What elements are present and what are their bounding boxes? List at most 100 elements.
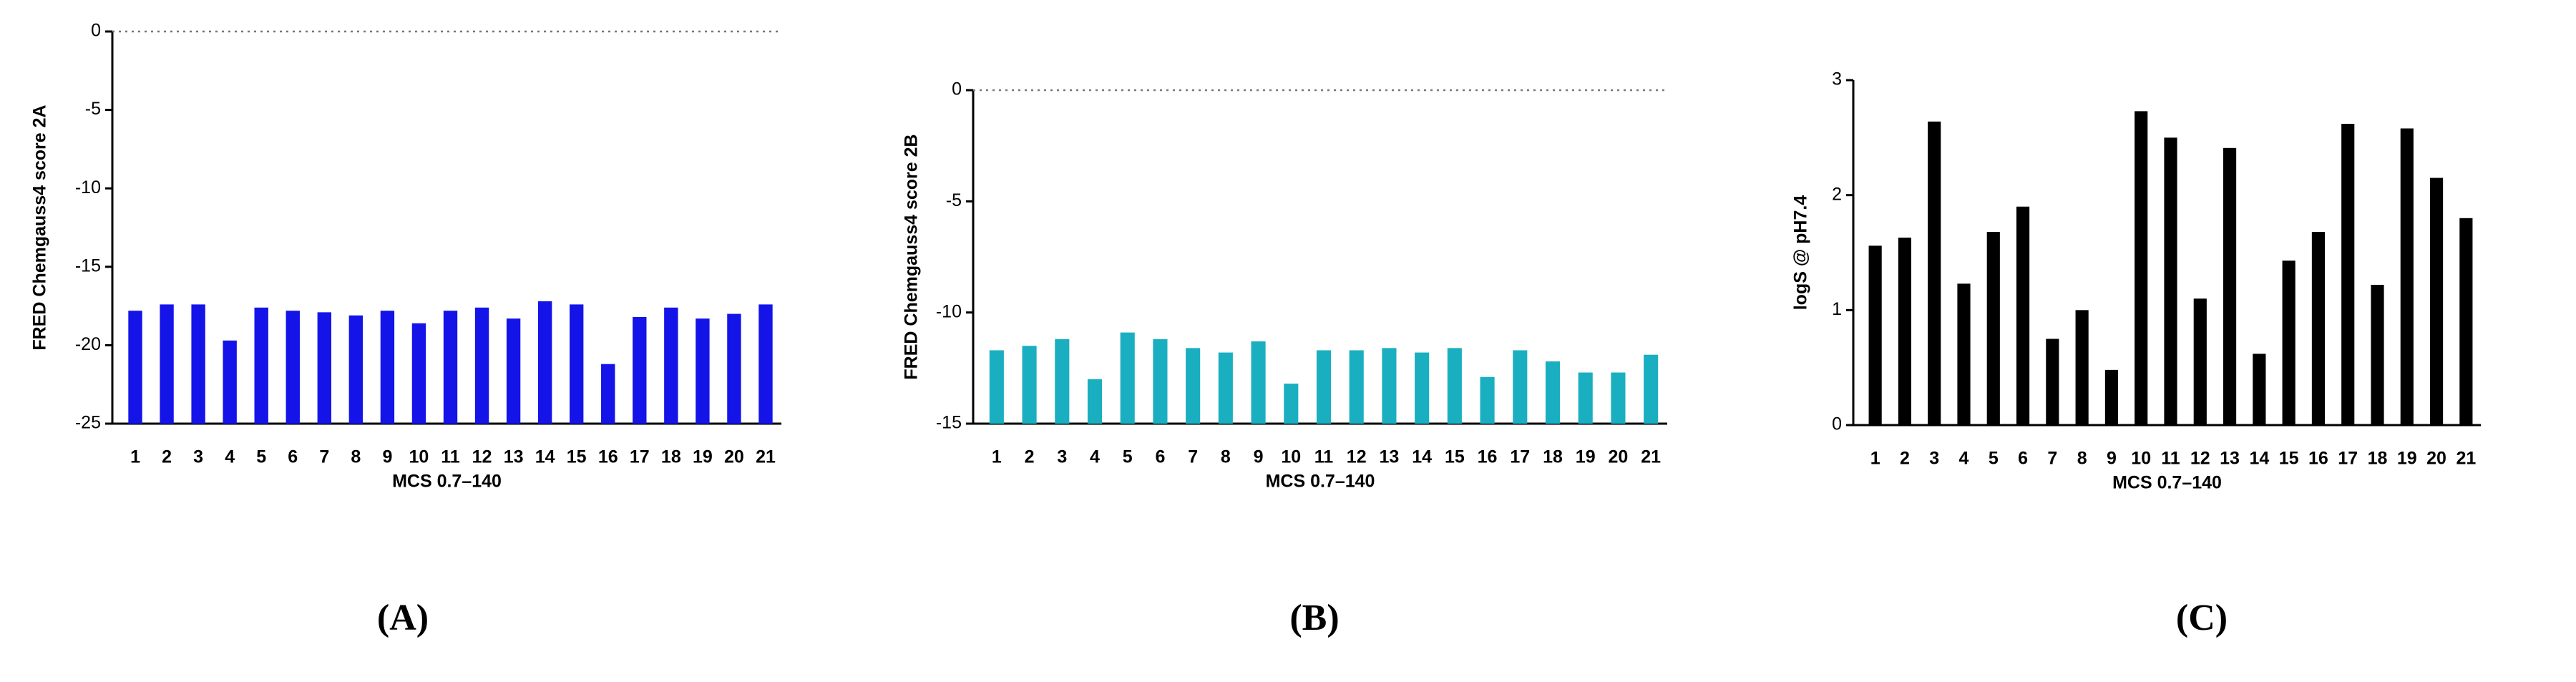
bar — [1644, 354, 1659, 424]
bar — [2075, 310, 2089, 425]
x-tick-label: 3 — [1057, 447, 1067, 467]
x-tick-label: 18 — [661, 447, 681, 467]
bar — [1986, 232, 2000, 425]
x-axis-label: MCS 0.7–140 — [2112, 473, 2222, 493]
bar — [2223, 147, 2237, 425]
bar — [1382, 348, 1397, 424]
bar — [1957, 283, 1971, 425]
bar — [1316, 350, 1332, 424]
bar — [2282, 260, 2296, 425]
y-tick-label: 0 — [1832, 414, 1842, 434]
bar — [191, 304, 205, 424]
x-tick-label: 9 — [1254, 447, 1264, 467]
bar — [633, 316, 647, 424]
y-tick-label: -5 — [85, 99, 101, 119]
bar — [664, 307, 678, 424]
x-tick-label: 15 — [1445, 447, 1465, 467]
x-tick-label: 19 — [2397, 449, 2417, 469]
x-axis-label: MCS 0.7–140 — [1266, 472, 1375, 492]
x-tick-label: 8 — [1221, 447, 1231, 467]
bar — [411, 323, 426, 424]
bar — [286, 311, 300, 424]
bar — [348, 315, 364, 424]
caption: (C) — [2176, 598, 2228, 638]
y-tick-label: 2 — [1832, 184, 1842, 204]
bar — [570, 304, 584, 424]
caption: (B) — [1289, 598, 1339, 638]
bar — [1868, 245, 1882, 425]
bar — [2459, 218, 2473, 425]
x-axis-label: MCS 0.7–140 — [392, 472, 502, 492]
x-tick-label: 12 — [1347, 447, 1367, 467]
bar — [1251, 341, 1266, 424]
bar — [1447, 348, 1462, 424]
bar — [1218, 352, 1233, 424]
y-tick-label: -20 — [75, 334, 101, 354]
bar — [2016, 206, 2030, 425]
x-tick-label: 7 — [319, 447, 329, 467]
x-tick-label: 2 — [1900, 449, 1910, 469]
bar — [989, 350, 1004, 424]
bar — [2429, 177, 2444, 426]
x-tick-label: 15 — [2279, 449, 2299, 469]
x-tick-label: 17 — [2338, 449, 2358, 469]
bar — [2104, 369, 2119, 425]
y-axis-label: FRED Chemgauss4 score 2B — [902, 134, 922, 379]
bar — [1898, 238, 1912, 425]
bar — [1055, 338, 1070, 424]
x-tick-label: 16 — [2308, 449, 2328, 469]
bar — [1611, 372, 1626, 424]
y-axis-label: FRED Chemgauss4 score 2A — [30, 104, 50, 350]
x-tick-label: 16 — [598, 447, 618, 467]
bar — [1087, 379, 1103, 424]
x-tick-label: 7 — [1188, 447, 1198, 467]
x-tick-label: 19 — [1576, 447, 1596, 467]
bar — [601, 364, 615, 424]
bar — [2193, 298, 2207, 425]
y-tick-label: 1 — [1832, 299, 1842, 319]
bar — [2311, 232, 2326, 425]
bar — [1928, 121, 1941, 425]
x-tick-label: 21 — [1641, 447, 1661, 467]
x-tick-label: 18 — [1543, 447, 1563, 467]
y-axis-label: logS @ pH7.4 — [1791, 195, 1811, 311]
x-tick-label: 4 — [1959, 449, 1969, 469]
bar — [474, 307, 489, 424]
x-tick-label: 9 — [382, 447, 392, 467]
x-tick-label: 11 — [441, 447, 460, 467]
bar — [380, 311, 395, 424]
x-tick-label: 3 — [1929, 449, 1939, 469]
x-tick-label: 11 — [1314, 447, 1334, 467]
x-tick-label: 6 — [1155, 447, 1165, 467]
y-tick-label: -15 — [936, 413, 962, 433]
x-tick-label: 2 — [1025, 447, 1035, 467]
x-tick-label: 8 — [351, 447, 361, 467]
x-tick-label: 7 — [2047, 449, 2057, 469]
x-tick-label: 4 — [1090, 447, 1100, 467]
bar — [537, 301, 552, 424]
bar — [727, 313, 741, 424]
bar — [2046, 338, 2059, 425]
bar — [1153, 338, 1168, 424]
chart-panel: 0-5-10-15-20-251 2 3 4 5 6 7 8 9 10 11 12 13 14 15 16 17… — [30, 21, 781, 638]
x-tick-label: 20 — [1609, 447, 1629, 467]
x-tick-label: 15 — [567, 447, 587, 467]
bar — [1349, 350, 1364, 424]
caption: (A) — [377, 598, 429, 638]
bar — [1513, 350, 1528, 424]
bar — [160, 304, 174, 424]
bar — [2164, 137, 2177, 426]
bar — [128, 311, 142, 424]
x-tick-label: 21 — [756, 447, 776, 467]
x-tick-label: 1 — [992, 447, 1002, 467]
x-tick-label: 1 — [130, 447, 140, 467]
bar — [2371, 284, 2384, 425]
bar — [506, 318, 521, 424]
bar — [317, 312, 331, 424]
bar — [2400, 128, 2414, 426]
y-tick-label: -5 — [946, 190, 962, 210]
y-tick-label: -10 — [75, 177, 101, 198]
x-tick-label: 14 — [1412, 447, 1432, 467]
